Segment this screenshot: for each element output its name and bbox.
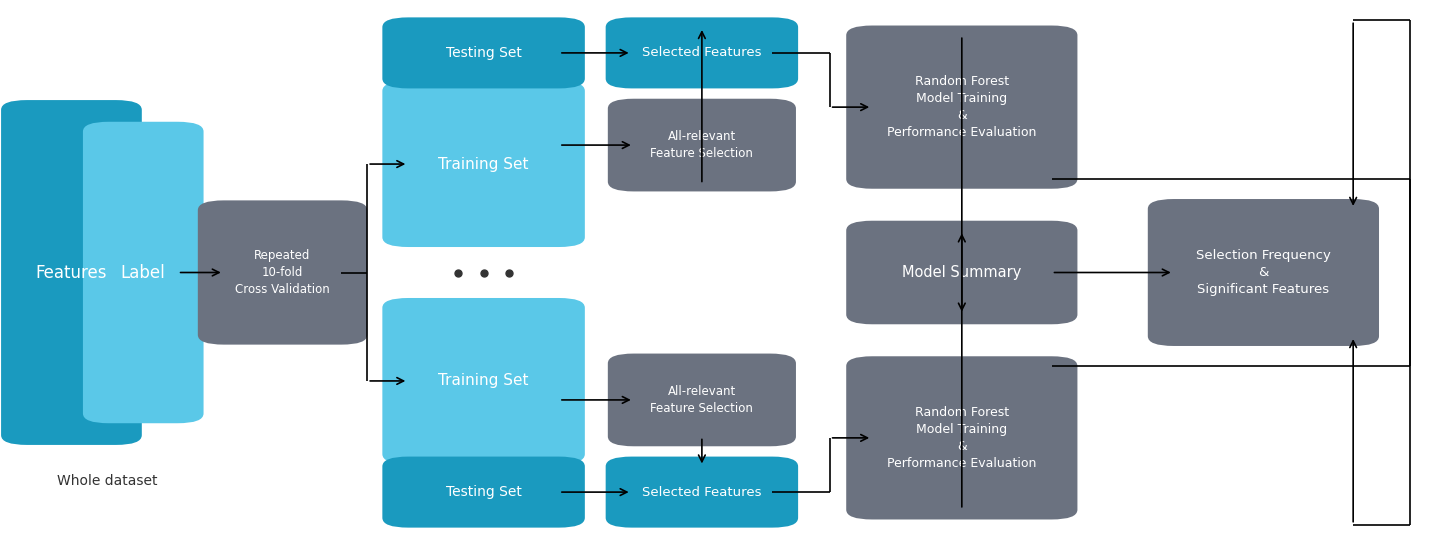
Text: Testing Set: Testing Set	[445, 46, 521, 60]
Text: Selection Frequency
&
Significant Features: Selection Frequency & Significant Featur…	[1197, 249, 1331, 296]
Text: Repeated
10-fold
Cross Validation: Repeated 10-fold Cross Validation	[235, 249, 330, 296]
Text: Features: Features	[36, 263, 107, 282]
FancyBboxPatch shape	[383, 17, 585, 88]
Text: Training Set: Training Set	[438, 373, 528, 389]
Text: Model Summary: Model Summary	[901, 265, 1021, 280]
FancyBboxPatch shape	[847, 221, 1077, 324]
Text: All-relevant
Feature Selection: All-relevant Feature Selection	[651, 130, 753, 160]
Text: Testing Set: Testing Set	[445, 485, 521, 499]
Text: Random Forest
Model Training
&
Performance Evaluation: Random Forest Model Training & Performan…	[887, 406, 1037, 470]
Text: Selected Features: Selected Features	[642, 486, 762, 499]
FancyBboxPatch shape	[608, 354, 796, 446]
FancyBboxPatch shape	[608, 99, 796, 191]
FancyBboxPatch shape	[383, 457, 585, 528]
FancyBboxPatch shape	[606, 17, 798, 88]
Text: Selected Features: Selected Features	[642, 46, 762, 59]
Text: Whole dataset: Whole dataset	[58, 474, 157, 488]
FancyBboxPatch shape	[383, 81, 585, 247]
FancyBboxPatch shape	[606, 457, 798, 528]
Text: Training Set: Training Set	[438, 156, 528, 172]
Text: Label: Label	[121, 263, 166, 282]
FancyBboxPatch shape	[847, 356, 1077, 519]
FancyBboxPatch shape	[1, 100, 141, 445]
Text: Random Forest
Model Training
&
Performance Evaluation: Random Forest Model Training & Performan…	[887, 75, 1037, 139]
FancyBboxPatch shape	[383, 298, 585, 464]
FancyBboxPatch shape	[1148, 199, 1380, 346]
FancyBboxPatch shape	[84, 122, 203, 423]
FancyBboxPatch shape	[847, 26, 1077, 189]
Text: All-relevant
Feature Selection: All-relevant Feature Selection	[651, 385, 753, 415]
FancyBboxPatch shape	[197, 201, 367, 344]
